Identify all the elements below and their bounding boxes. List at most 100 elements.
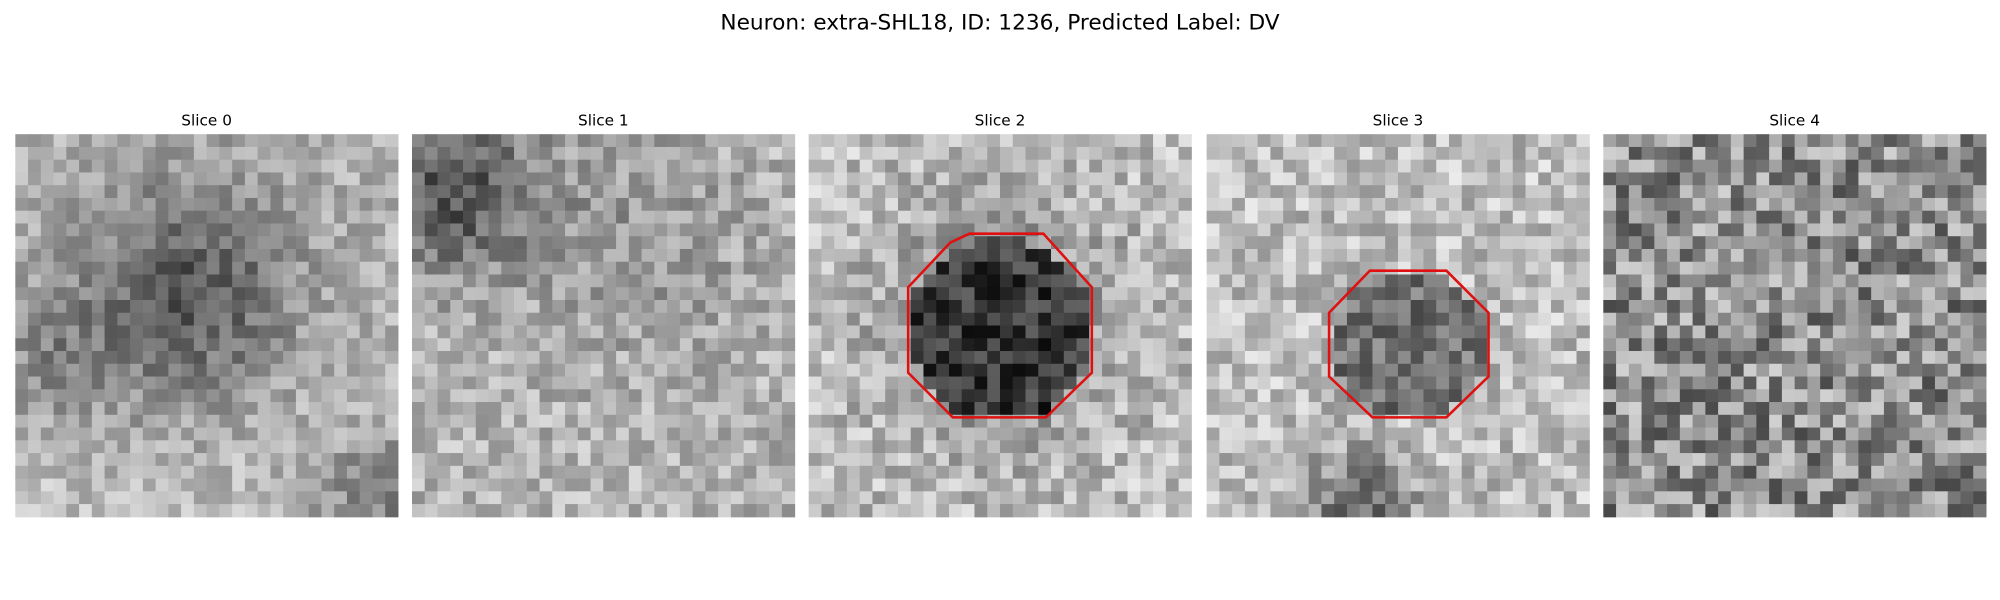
pixel [897, 248, 912, 263]
pixel [718, 491, 732, 505]
pixel [1051, 465, 1065, 480]
pixel [28, 236, 42, 250]
pixel [1973, 363, 1987, 378]
pixel [1551, 287, 1565, 301]
pixel [28, 491, 42, 505]
pixel [359, 504, 373, 518]
pixel [730, 185, 745, 199]
pixel [885, 389, 899, 403]
pixel [1947, 185, 1961, 199]
pixel [283, 389, 297, 403]
pixel [628, 351, 643, 365]
pixel [1973, 274, 1987, 288]
pixel [1219, 210, 1233, 224]
pixel [66, 146, 80, 161]
pixel [1308, 389, 1322, 403]
pixel [987, 274, 1001, 288]
pixel [1140, 427, 1154, 441]
pixel [1563, 134, 1578, 148]
pixel [334, 414, 348, 429]
pixel [1679, 414, 1694, 429]
pixel [321, 351, 335, 365]
pixel [654, 465, 668, 480]
pixel [1127, 351, 1141, 365]
pixel [897, 414, 912, 429]
pixel [1500, 146, 1514, 161]
pixel [616, 261, 630, 275]
pixel [1436, 376, 1450, 390]
pixel [1461, 248, 1475, 263]
pixel [1667, 491, 1681, 505]
pixel [641, 325, 655, 339]
pixel [616, 287, 630, 301]
pixel [232, 402, 246, 416]
pixel [1525, 236, 1539, 250]
pixel [743, 325, 757, 339]
pixel [1845, 402, 1859, 416]
pixel [872, 236, 886, 250]
pixel [1206, 134, 1220, 148]
pixel [616, 338, 630, 352]
pixel [283, 504, 297, 518]
pixel [1858, 363, 1872, 378]
pixel [603, 504, 617, 518]
pixel [1730, 287, 1745, 301]
pixel [1769, 402, 1783, 416]
pixel [1051, 325, 1065, 339]
pixel [526, 414, 541, 429]
pixel [1474, 440, 1488, 454]
pixel [1500, 134, 1514, 148]
pixel [808, 197, 822, 212]
pixel [1718, 402, 1732, 416]
pixel [1423, 312, 1437, 327]
pixel [1206, 248, 1220, 263]
pixel [1667, 338, 1681, 352]
pixel [910, 325, 924, 339]
pixel [1718, 440, 1732, 454]
pixel [1538, 338, 1552, 352]
pixel [910, 351, 924, 365]
pixel [1397, 287, 1412, 301]
pixel [1346, 491, 1361, 505]
pixel [821, 236, 835, 250]
pixel [808, 274, 822, 288]
pixel [142, 312, 157, 327]
pixel [1679, 210, 1694, 224]
pixel [424, 185, 439, 199]
pixel [974, 172, 988, 186]
pixel [1257, 465, 1271, 480]
pixel [1321, 427, 1335, 441]
pixel [334, 185, 348, 199]
pixel [1063, 491, 1078, 505]
pixel [1551, 440, 1565, 454]
pixel [1140, 478, 1154, 492]
pixel [1178, 414, 1192, 429]
pixel [1051, 274, 1065, 288]
pixel [821, 363, 835, 378]
pixel [1153, 261, 1167, 275]
pixel [28, 210, 42, 224]
pixel [1832, 300, 1847, 314]
pixel [1153, 453, 1167, 467]
pixel [501, 325, 515, 339]
pixel [1692, 146, 1706, 161]
pixel [1858, 325, 1872, 339]
pixel [834, 134, 848, 148]
pixel [1654, 134, 1668, 148]
pixel [1794, 134, 1808, 148]
pixel [692, 389, 706, 403]
pixel [1334, 172, 1348, 186]
pixel [181, 134, 195, 148]
pixel [756, 453, 770, 467]
pixel [117, 274, 131, 288]
pixel [628, 504, 643, 518]
pixel [628, 414, 643, 429]
pixel [372, 287, 386, 301]
pixel [346, 146, 361, 161]
pixel [1654, 363, 1668, 378]
pixel [1934, 504, 1949, 518]
pixel [411, 440, 426, 454]
pixel [910, 389, 924, 403]
pixel [1038, 248, 1052, 263]
pixel [117, 402, 131, 416]
